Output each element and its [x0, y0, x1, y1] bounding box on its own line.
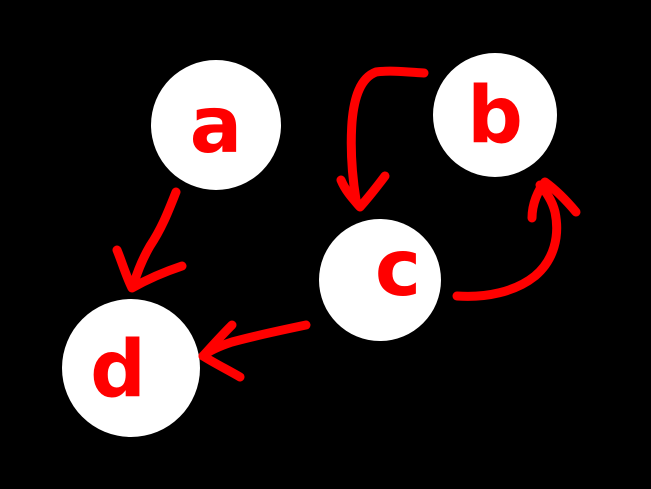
edge-b-to-c-line: [346, 66, 429, 205]
edge-a-to-d: [112, 187, 187, 293]
node-d-circle: [62, 299, 200, 437]
edge-c-to-d: [198, 320, 311, 382]
edge-c-to-b-arrowhead: [527, 177, 581, 223]
edge-b-to-c-arrowhead: [336, 171, 390, 212]
node-b-label: b: [467, 71, 523, 161]
edge-a-to-d-arrowhead: [112, 245, 187, 293]
node-b-circle: [433, 53, 557, 177]
node-a-circle: [151, 60, 281, 190]
node-a-label: a: [190, 81, 243, 171]
edge-c-to-b: [452, 177, 581, 301]
edge-b-to-c: [336, 66, 429, 212]
edge-a-to-d-line: [129, 187, 181, 288]
node-d-label: d: [90, 325, 146, 415]
node-c-label: c: [375, 224, 421, 314]
edge-c-to-d-arrowhead: [198, 320, 245, 382]
edge-c-to-b-line: [452, 180, 562, 301]
node-c-circle: [319, 219, 441, 341]
